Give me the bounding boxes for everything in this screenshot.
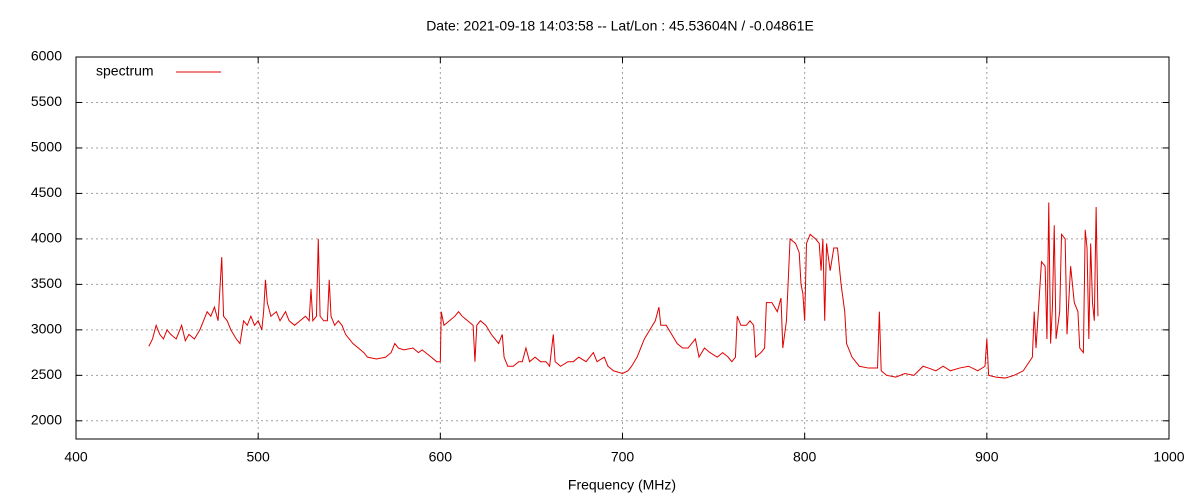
x-tick-label: 700 (611, 449, 635, 465)
y-tick-label: 5000 (31, 139, 62, 155)
legend-label: spectrum (96, 63, 154, 79)
line (148, 202, 1099, 379)
x-tick-label: 600 (429, 449, 453, 465)
x-tick-label: 400 (64, 449, 88, 465)
y-tick-label: 2500 (31, 366, 62, 382)
x-axis-label: Frequency (MHz) (568, 477, 676, 493)
plot-frame (75, 56, 1170, 440)
y-tick-label: 3500 (31, 275, 62, 291)
y-tick-label: 3000 (31, 321, 62, 337)
y-tick-label: 6000 (31, 48, 62, 64)
y-tick-label: 4000 (31, 230, 62, 246)
x-tick-label: 1000 (1153, 449, 1184, 465)
x-tick-label: 500 (246, 449, 270, 465)
chart-title: Date: 2021-09-18 14:03:58 -- Lat/Lon : 4… (426, 18, 814, 34)
y-tick-label: 2000 (31, 412, 62, 428)
y-tick-label: 5500 (31, 93, 62, 109)
y-tick-label: 4500 (31, 184, 62, 200)
x-tick-label: 800 (793, 449, 817, 465)
x-tick-label: 900 (975, 449, 999, 465)
